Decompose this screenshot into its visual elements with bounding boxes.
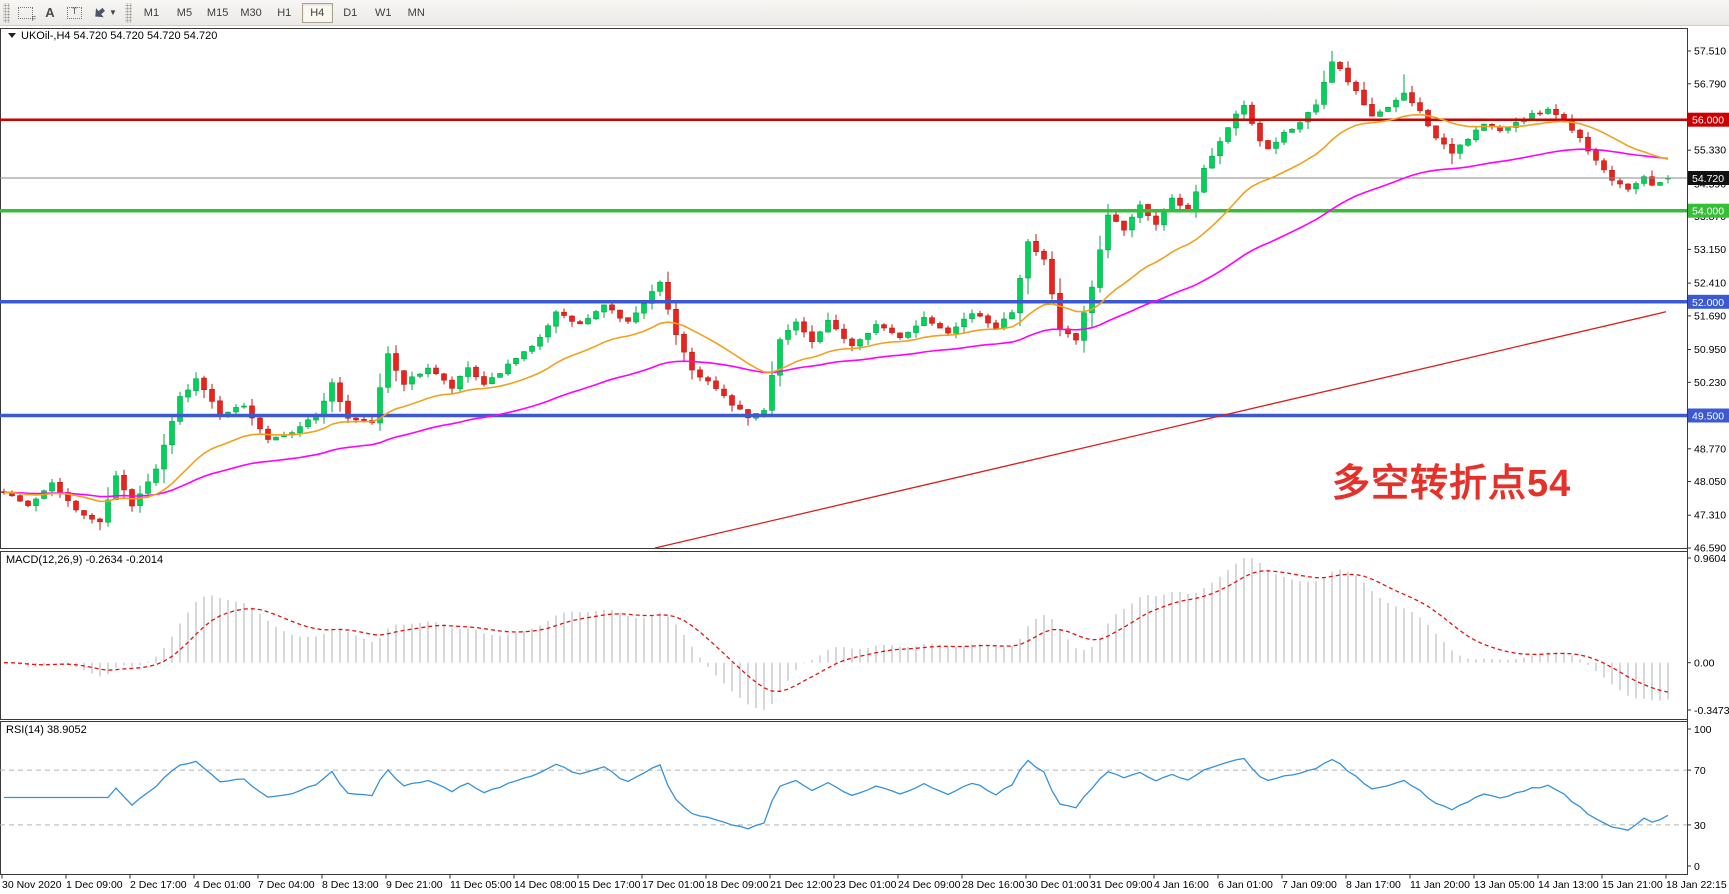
svg-text:51.690: 51.690	[1694, 310, 1726, 322]
time-label: 18 Jan 22:15	[1666, 879, 1727, 891]
svg-text:48.050: 48.050	[1694, 476, 1726, 488]
chart-canvas[interactable]: 57.51056.79056.07055.33054.59053.87053.1…	[0, 26, 1729, 894]
price-badge-54.000	[1688, 203, 1729, 218]
text-label-button[interactable]: T	[62, 2, 87, 24]
svg-text:56.000: 56.000	[1692, 115, 1724, 127]
time-label: 1 Dec 09:00	[66, 879, 123, 891]
timeframe-button-group: M1 M5 M15 M30 H1 H4 D1 W1 MN	[135, 2, 433, 23]
toolbar-drag-handle[interactable]	[3, 2, 10, 23]
svg-text:52.410: 52.410	[1694, 278, 1726, 290]
timeframe-button-mn[interactable]: MN	[401, 3, 432, 23]
time-label: 30 Nov 2020	[2, 879, 62, 891]
chinese-annotation-text: 多空转折点54	[1332, 463, 1572, 505]
price-axis[interactable]: 57.51056.79056.07055.33054.59053.87053.1…	[1687, 28, 1729, 875]
time-label: 7 Dec 04:00	[258, 879, 315, 891]
timeframe-button-d1[interactable]: D1	[335, 3, 366, 23]
price-badge-56.000	[1688, 112, 1729, 127]
svg-text:57.510: 57.510	[1694, 46, 1726, 58]
time-label: 21 Dec 12:00	[770, 879, 833, 891]
timeframe-button-w1[interactable]: W1	[368, 3, 399, 23]
macd-histogram	[11, 558, 1669, 710]
text-label-icon: T	[67, 6, 82, 19]
time-label: 8 Dec 13:00	[322, 879, 379, 891]
price-badge-49.500	[1688, 408, 1729, 423]
timeframe-button-m1[interactable]: M1	[136, 3, 167, 23]
time-label: 23 Dec 01:00	[834, 879, 897, 891]
price-badge-52.000	[1688, 294, 1729, 309]
svg-text:46.590: 46.590	[1694, 543, 1726, 555]
time-label: 28 Dec 16:00	[962, 879, 1025, 891]
time-label: 2 Dec 17:00	[130, 879, 187, 891]
draw-arrows-button[interactable]: ▼	[87, 2, 122, 24]
price-badges: 56.000 54.720 54.000 52.000 49.500	[1688, 112, 1729, 423]
svg-text:0: 0	[1694, 861, 1700, 873]
font-button[interactable]: A	[38, 2, 62, 24]
timeframe-button-m30[interactable]: M30	[235, 3, 266, 23]
ma-slow-line	[3, 148, 1669, 498]
dashed-selection-icon: F	[18, 6, 36, 23]
time-axis[interactable]: 30 Nov 2020 1 Dec 09:00 2 Dec 17:00 4 Dec 0…	[1, 874, 1727, 892]
time-label: 30 Dec 01:00	[1026, 879, 1089, 891]
candlestick-series	[1, 51, 1671, 531]
ma-fast-line	[3, 113, 1669, 503]
chart-window[interactable]: 57.51056.79056.07055.33054.59053.87053.1…	[0, 26, 1729, 894]
trendline[interactable]	[654, 311, 1667, 549]
symbol-collapse-icon[interactable]	[8, 33, 16, 38]
macd-indicator-label: MACD(12,26,9) -0.2634 -0.2014	[6, 554, 163, 566]
time-label: 15 Jan 21:00	[1602, 879, 1663, 891]
time-label: 14 Jan 13:00	[1538, 879, 1599, 891]
chart-title: UKOil-,H4 54.720 54.720 54.720 54.720	[21, 30, 217, 42]
dropdown-caret-icon: ▼	[109, 8, 117, 17]
time-label: 9 Dec 21:00	[386, 879, 443, 891]
time-label: 11 Dec 05:00	[450, 879, 512, 891]
dashed-selection-button[interactable]: F	[13, 2, 38, 24]
svg-text:50.950: 50.950	[1694, 344, 1726, 356]
svg-text:0.00: 0.00	[1694, 658, 1715, 670]
time-label: 17 Dec 01:00	[642, 879, 705, 891]
toolbar: F A T ▼ M1 M5 M15 M30 H1 H4 D1 W1 MN	[0, 0, 1729, 26]
timeframe-button-h1[interactable]: H1	[269, 3, 300, 23]
svg-text:55.330: 55.330	[1694, 145, 1726, 157]
svg-text:70: 70	[1694, 765, 1706, 777]
draw-arrows-icon	[95, 7, 105, 17]
svg-text:0.9604: 0.9604	[1694, 553, 1726, 565]
time-label: 4 Jan 16:00	[1154, 879, 1209, 891]
time-label: 6 Jan 01:00	[1218, 879, 1273, 891]
timeframe-button-h4[interactable]: H4	[301, 2, 333, 23]
timeframe-button-m15[interactable]: M15	[202, 3, 233, 23]
svg-text:53.150: 53.150	[1694, 244, 1726, 256]
svg-text:48.770: 48.770	[1694, 443, 1726, 455]
macd-panel-border	[0, 551, 1688, 720]
svg-text:100: 100	[1694, 724, 1712, 736]
price-badge-54.720	[1688, 171, 1729, 185]
time-label: 4 Dec 01:00	[194, 879, 251, 891]
svg-text:56.790: 56.790	[1694, 78, 1726, 90]
svg-text:-0.3473: -0.3473	[1694, 705, 1729, 717]
time-label: 31 Dec 09:00	[1090, 879, 1153, 891]
time-label: 14 Dec 08:00	[514, 879, 577, 891]
rsi-line	[4, 757, 1669, 832]
rsi-indicator-label: RSI(14) 38.9052	[6, 724, 87, 736]
time-label: 11 Jan 20:00	[1410, 879, 1470, 891]
time-label: 18 Dec 09:00	[706, 879, 769, 891]
time-label: 13 Jan 05:00	[1474, 879, 1535, 891]
svg-text:30: 30	[1694, 820, 1706, 832]
horizontal-lines	[0, 118, 1687, 549]
svg-text:50.230: 50.230	[1694, 377, 1726, 389]
svg-text:49.500: 49.500	[1692, 411, 1724, 423]
svg-text:54.720: 54.720	[1692, 173, 1724, 185]
font-icon: A	[45, 5, 55, 20]
time-label: 7 Jan 09:00	[1282, 879, 1337, 891]
time-label: 15 Dec 17:00	[578, 879, 641, 891]
svg-text:54.000: 54.000	[1692, 206, 1724, 218]
timeframe-button-m5[interactable]: M5	[169, 3, 200, 23]
time-label: 8 Jan 17:00	[1346, 879, 1401, 891]
rsi-panel-content	[0, 757, 1687, 832]
svg-text:47.310: 47.310	[1694, 510, 1726, 522]
svg-text:52.000: 52.000	[1692, 297, 1724, 309]
rsi-panel-border	[0, 721, 1688, 875]
time-label: 24 Dec 09:00	[898, 879, 961, 891]
macd-signal-line	[3, 570, 1669, 693]
timeframe-toolbar-drag-handle[interactable]	[124, 2, 132, 23]
